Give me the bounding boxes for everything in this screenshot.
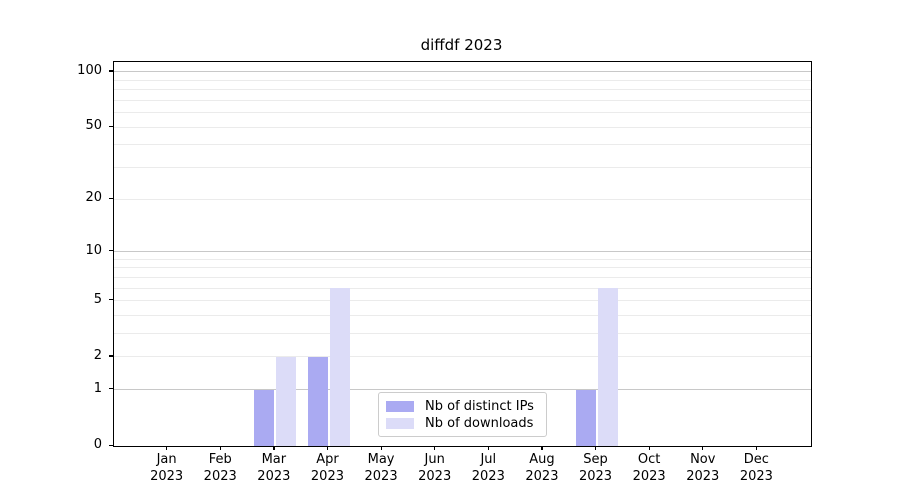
- gridline-minor: [114, 356, 811, 358]
- legend-item-downloads: Nb of downloads: [386, 415, 538, 432]
- x-tick-mark: [487, 446, 489, 450]
- gridline-minor: [114, 276, 811, 278]
- y-tick-mark: [109, 444, 113, 446]
- gridline-minor: [114, 79, 811, 81]
- x-tick-mark: [702, 446, 704, 450]
- gridline-minor: [114, 89, 811, 91]
- x-tick-mark: [541, 446, 543, 450]
- gridline-minor: [114, 112, 811, 114]
- y-tick-label: 50: [85, 118, 102, 134]
- gridline-minor: [114, 287, 811, 289]
- x-tick-label-oct: Oct 2023: [632, 452, 666, 484]
- chart-title: diffdf 2023: [420, 36, 503, 54]
- bar-downloads-mar: [276, 356, 297, 446]
- x-tick-label-mar: Mar 2023: [257, 452, 291, 484]
- y-tick-mark: [109, 250, 113, 252]
- x-tick-label-may: May 2023: [364, 452, 398, 484]
- x-tick-label-nov: Nov 2023: [686, 452, 720, 484]
- x-tick-mark: [219, 446, 221, 450]
- y-tick-mark: [109, 388, 113, 390]
- y-tick-label: 0: [93, 437, 102, 452]
- x-tick-label-jul: Jul 2023: [471, 452, 505, 484]
- gridline-minor: [114, 144, 811, 146]
- y-tick-label: 20: [85, 190, 102, 206]
- bar-downloads-apr: [329, 288, 350, 446]
- y-tick-mark: [109, 299, 113, 301]
- gridline-minor: [114, 258, 811, 260]
- y-tick-mark: [109, 125, 113, 127]
- gridline-minor: [114, 126, 811, 128]
- gridline-major: [114, 251, 811, 253]
- x-tick-mark: [273, 446, 275, 450]
- x-tick-label-feb: Feb 2023: [203, 452, 237, 484]
- plot-area: [113, 61, 812, 447]
- y-tick-label: 5: [93, 291, 102, 307]
- gridline-minor: [114, 198, 811, 200]
- legend-swatch-downloads: [386, 418, 414, 429]
- y-tick-label: 100: [77, 62, 102, 78]
- legend-label-distinct-ips: Nb of distinct IPs: [425, 399, 534, 414]
- bar-downloads-sep: [598, 288, 619, 446]
- gridline-major: [114, 389, 811, 391]
- legend: Nb of distinct IPs Nb of downloads: [378, 392, 547, 437]
- gridline-minor: [114, 315, 811, 316]
- x-tick-label-dec: Dec 2023: [739, 452, 773, 484]
- gridline-major: [114, 71, 811, 73]
- x-tick-mark: [755, 446, 758, 450]
- x-tick-mark: [166, 446, 168, 450]
- legend-label-downloads: Nb of downloads: [425, 416, 534, 431]
- x-tick-mark: [380, 446, 382, 450]
- x-tick-mark: [648, 446, 650, 450]
- gridline-minor: [114, 267, 811, 269]
- gridline-minor: [114, 167, 811, 169]
- gridline-minor: [114, 300, 811, 302]
- y-tick-mark: [109, 197, 113, 199]
- x-tick-label-sep: Sep 2023: [578, 452, 613, 484]
- x-tick-mark: [595, 446, 597, 450]
- x-tick-mark: [326, 446, 329, 450]
- legend-swatch-distinct-ips: [386, 401, 414, 412]
- y-tick-label: 1: [93, 380, 102, 396]
- gridline-minor: [114, 99, 811, 101]
- bar-distinct-ips-mar: [254, 389, 275, 446]
- legend-item-distinct-ips: Nb of distinct IPs: [386, 398, 538, 415]
- x-tick-label-jun: Jun 2023: [418, 452, 452, 484]
- y-tick-label: 2: [93, 347, 102, 363]
- bar-distinct-ips-apr: [307, 356, 328, 446]
- bar-distinct-ips-sep: [576, 389, 597, 446]
- x-tick-label-apr: Apr 2023: [310, 452, 344, 484]
- x-tick-mark: [434, 446, 436, 450]
- x-tick-label-jan: Jan 2023: [150, 452, 184, 484]
- x-tick-label-aug: Aug 2023: [525, 452, 559, 484]
- y-tick-label: 10: [85, 242, 102, 258]
- y-tick-mark: [109, 355, 113, 357]
- gridline-minor: [114, 333, 811, 335]
- y-tick-mark: [109, 70, 113, 72]
